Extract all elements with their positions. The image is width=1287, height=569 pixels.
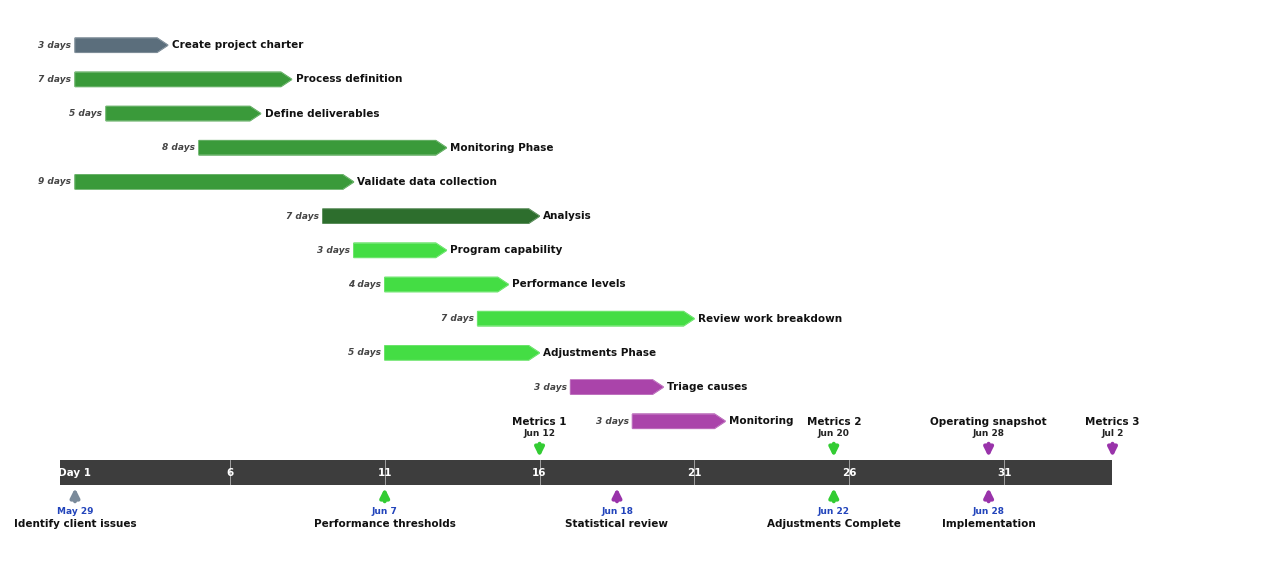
- Text: Jun 18: Jun 18: [601, 507, 633, 516]
- Text: 16: 16: [533, 468, 547, 477]
- Text: 5 days: 5 days: [347, 348, 381, 357]
- Text: Triage causes: Triage causes: [667, 382, 748, 392]
- Polygon shape: [632, 414, 726, 428]
- Polygon shape: [75, 38, 167, 52]
- Text: May 29: May 29: [57, 507, 93, 516]
- Polygon shape: [75, 175, 354, 189]
- Text: 26: 26: [842, 468, 857, 477]
- Text: 21: 21: [687, 468, 701, 477]
- Polygon shape: [199, 141, 447, 155]
- Text: Metrics 3: Metrics 3: [1085, 417, 1140, 427]
- Text: Define deliverables: Define deliverables: [265, 109, 380, 118]
- Text: Adjustments Complete: Adjustments Complete: [767, 518, 901, 529]
- Text: Create project charter: Create project charter: [171, 40, 302, 50]
- Polygon shape: [477, 311, 695, 326]
- Text: Metrics 2: Metrics 2: [807, 417, 861, 427]
- Text: Monitoring: Monitoring: [728, 417, 794, 426]
- Text: Jun 12: Jun 12: [524, 429, 556, 438]
- Polygon shape: [75, 72, 292, 86]
- Text: 3 days: 3 days: [596, 417, 629, 426]
- Text: Monitoring Phase: Monitoring Phase: [450, 143, 553, 152]
- Text: Jun 28: Jun 28: [973, 507, 1005, 516]
- Text: Identify client issues: Identify client issues: [14, 518, 136, 529]
- Polygon shape: [385, 277, 508, 292]
- Text: Performance thresholds: Performance thresholds: [314, 518, 456, 529]
- Text: 11: 11: [377, 468, 393, 477]
- Text: 7 days: 7 days: [286, 212, 319, 221]
- Text: Implementation: Implementation: [942, 518, 1036, 529]
- Text: Jun 20: Jun 20: [817, 429, 849, 438]
- Text: Adjustments Phase: Adjustments Phase: [543, 348, 656, 358]
- Text: Jun 28: Jun 28: [973, 429, 1005, 438]
- Text: Statistical review: Statistical review: [565, 518, 668, 529]
- Polygon shape: [354, 243, 447, 258]
- Text: Operating snapshot: Operating snapshot: [931, 417, 1046, 427]
- Text: Program capability: Program capability: [450, 245, 562, 255]
- Text: Analysis: Analysis: [543, 211, 592, 221]
- Bar: [59, 460, 1112, 485]
- Text: Review work breakdown: Review work breakdown: [698, 314, 842, 324]
- Text: 3 days: 3 days: [317, 246, 350, 255]
- Polygon shape: [570, 380, 663, 394]
- Text: 31: 31: [997, 468, 1012, 477]
- Text: Process definition: Process definition: [296, 75, 402, 84]
- Text: Jul 2: Jul 2: [1102, 429, 1124, 438]
- Text: 3 days: 3 days: [534, 382, 566, 391]
- Text: Jun 7: Jun 7: [372, 507, 398, 516]
- Text: 4 days: 4 days: [347, 280, 381, 289]
- Text: 9 days: 9 days: [39, 178, 71, 187]
- Text: Day 1: Day 1: [58, 468, 91, 477]
- Text: Performance levels: Performance levels: [512, 279, 625, 290]
- Text: 7 days: 7 days: [39, 75, 71, 84]
- Text: 7 days: 7 days: [441, 314, 474, 323]
- Text: Validate data collection: Validate data collection: [358, 177, 497, 187]
- Text: 3 days: 3 days: [39, 41, 71, 50]
- Text: Jun 22: Jun 22: [817, 507, 849, 516]
- Text: 8 days: 8 days: [162, 143, 196, 152]
- Polygon shape: [385, 346, 539, 360]
- Polygon shape: [106, 106, 261, 121]
- Text: 5 days: 5 days: [69, 109, 102, 118]
- Text: 6: 6: [227, 468, 233, 477]
- Text: Metrics 1: Metrics 1: [512, 417, 566, 427]
- Polygon shape: [323, 209, 539, 223]
